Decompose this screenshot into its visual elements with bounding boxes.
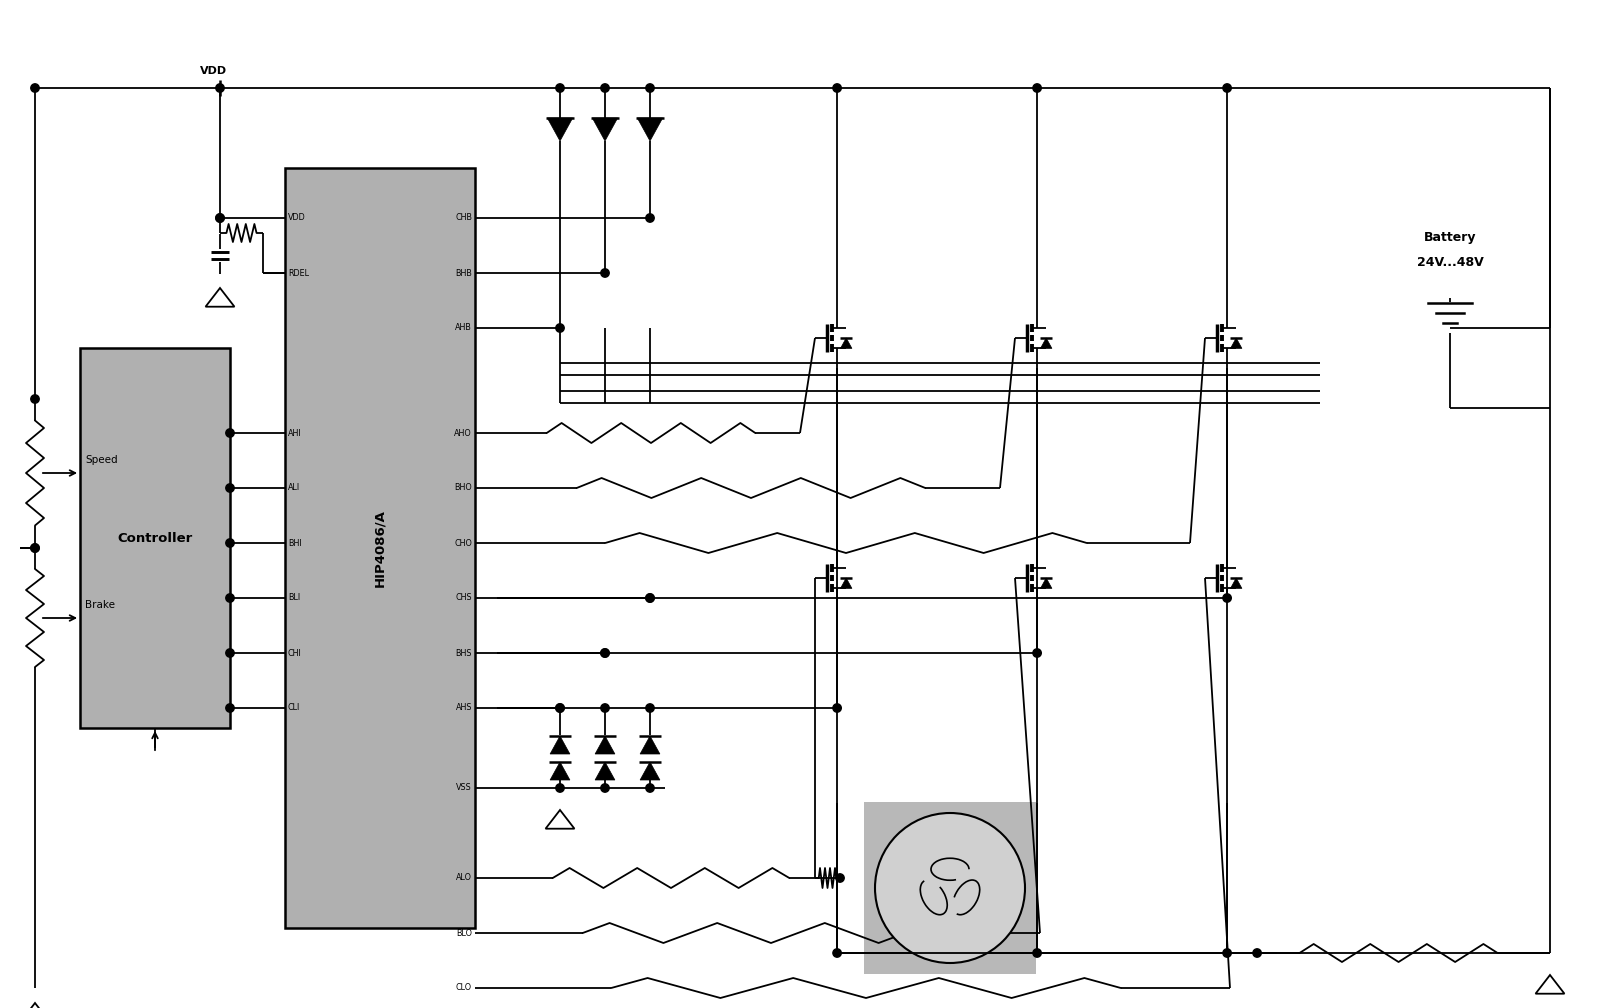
Polygon shape (1230, 338, 1241, 349)
Circle shape (875, 813, 1025, 963)
Circle shape (646, 214, 654, 222)
Circle shape (226, 649, 234, 657)
Circle shape (833, 704, 841, 713)
Polygon shape (1040, 338, 1053, 349)
Polygon shape (640, 762, 659, 780)
Circle shape (226, 594, 234, 602)
Polygon shape (595, 762, 614, 780)
Text: Controller: Controller (118, 531, 192, 544)
Circle shape (556, 784, 564, 792)
Text: ALO: ALO (456, 874, 472, 882)
Circle shape (1224, 949, 1232, 958)
Text: BHB: BHB (455, 268, 472, 277)
Polygon shape (1040, 578, 1053, 589)
Polygon shape (545, 810, 574, 829)
Circle shape (216, 214, 224, 222)
Circle shape (1033, 84, 1041, 92)
Text: VDD: VDD (289, 214, 306, 223)
Circle shape (646, 784, 654, 792)
Text: BHI: BHI (289, 538, 301, 547)
Text: BLO: BLO (456, 928, 472, 937)
Polygon shape (21, 1003, 50, 1008)
Text: CLO: CLO (456, 984, 472, 993)
Text: AHI: AHI (289, 428, 301, 437)
Polygon shape (550, 736, 571, 754)
Text: ALI: ALI (289, 484, 300, 493)
Circle shape (226, 539, 234, 547)
Circle shape (601, 649, 609, 657)
Circle shape (31, 543, 39, 552)
Polygon shape (595, 736, 614, 754)
Text: AHB: AHB (455, 324, 472, 333)
Circle shape (646, 84, 654, 92)
Text: AHS: AHS (456, 704, 472, 713)
Circle shape (31, 84, 39, 92)
Polygon shape (840, 578, 851, 589)
Circle shape (601, 704, 609, 713)
Text: AHO: AHO (455, 428, 472, 437)
Polygon shape (1536, 975, 1565, 994)
Polygon shape (637, 118, 663, 141)
Circle shape (226, 484, 234, 492)
Text: CHI: CHI (289, 648, 301, 657)
Circle shape (646, 594, 654, 602)
Circle shape (216, 214, 224, 222)
FancyBboxPatch shape (81, 348, 231, 728)
Circle shape (226, 428, 234, 437)
Polygon shape (206, 288, 234, 306)
Circle shape (556, 84, 564, 92)
Circle shape (1224, 594, 1232, 602)
Text: HIP4086/A: HIP4086/A (374, 509, 387, 587)
Circle shape (556, 704, 564, 713)
Circle shape (1253, 949, 1261, 958)
Circle shape (216, 84, 224, 92)
Circle shape (1033, 649, 1041, 657)
Circle shape (601, 649, 609, 657)
Text: Battery: Battery (1423, 232, 1477, 245)
Circle shape (1224, 84, 1232, 92)
Circle shape (601, 784, 609, 792)
Circle shape (833, 84, 841, 92)
Text: CHO: CHO (455, 538, 472, 547)
Text: 24V...48V: 24V...48V (1417, 256, 1483, 269)
Circle shape (835, 874, 845, 882)
Circle shape (646, 594, 654, 602)
Text: BLI: BLI (289, 594, 300, 603)
Polygon shape (592, 118, 617, 141)
Circle shape (1033, 949, 1041, 958)
Circle shape (226, 704, 234, 713)
Polygon shape (1230, 578, 1241, 589)
Text: CHB: CHB (455, 214, 472, 223)
Text: CHS: CHS (455, 594, 472, 603)
Circle shape (31, 543, 39, 552)
Circle shape (601, 269, 609, 277)
Text: Speed: Speed (85, 455, 118, 465)
Circle shape (646, 704, 654, 713)
Text: CLI: CLI (289, 704, 300, 713)
Circle shape (601, 84, 609, 92)
Polygon shape (640, 736, 659, 754)
Circle shape (833, 949, 841, 958)
Circle shape (556, 704, 564, 713)
Text: VDD: VDD (200, 66, 227, 76)
Polygon shape (550, 762, 571, 780)
FancyBboxPatch shape (864, 801, 1037, 975)
Text: VSS: VSS (456, 783, 472, 792)
Text: RDEL: RDEL (289, 268, 310, 277)
Polygon shape (548, 118, 572, 141)
Polygon shape (840, 338, 851, 349)
Text: Brake: Brake (85, 600, 114, 610)
Text: BHO: BHO (455, 484, 472, 493)
FancyBboxPatch shape (285, 168, 476, 928)
Text: BHS: BHS (456, 648, 472, 657)
Circle shape (31, 395, 39, 403)
Circle shape (556, 324, 564, 333)
